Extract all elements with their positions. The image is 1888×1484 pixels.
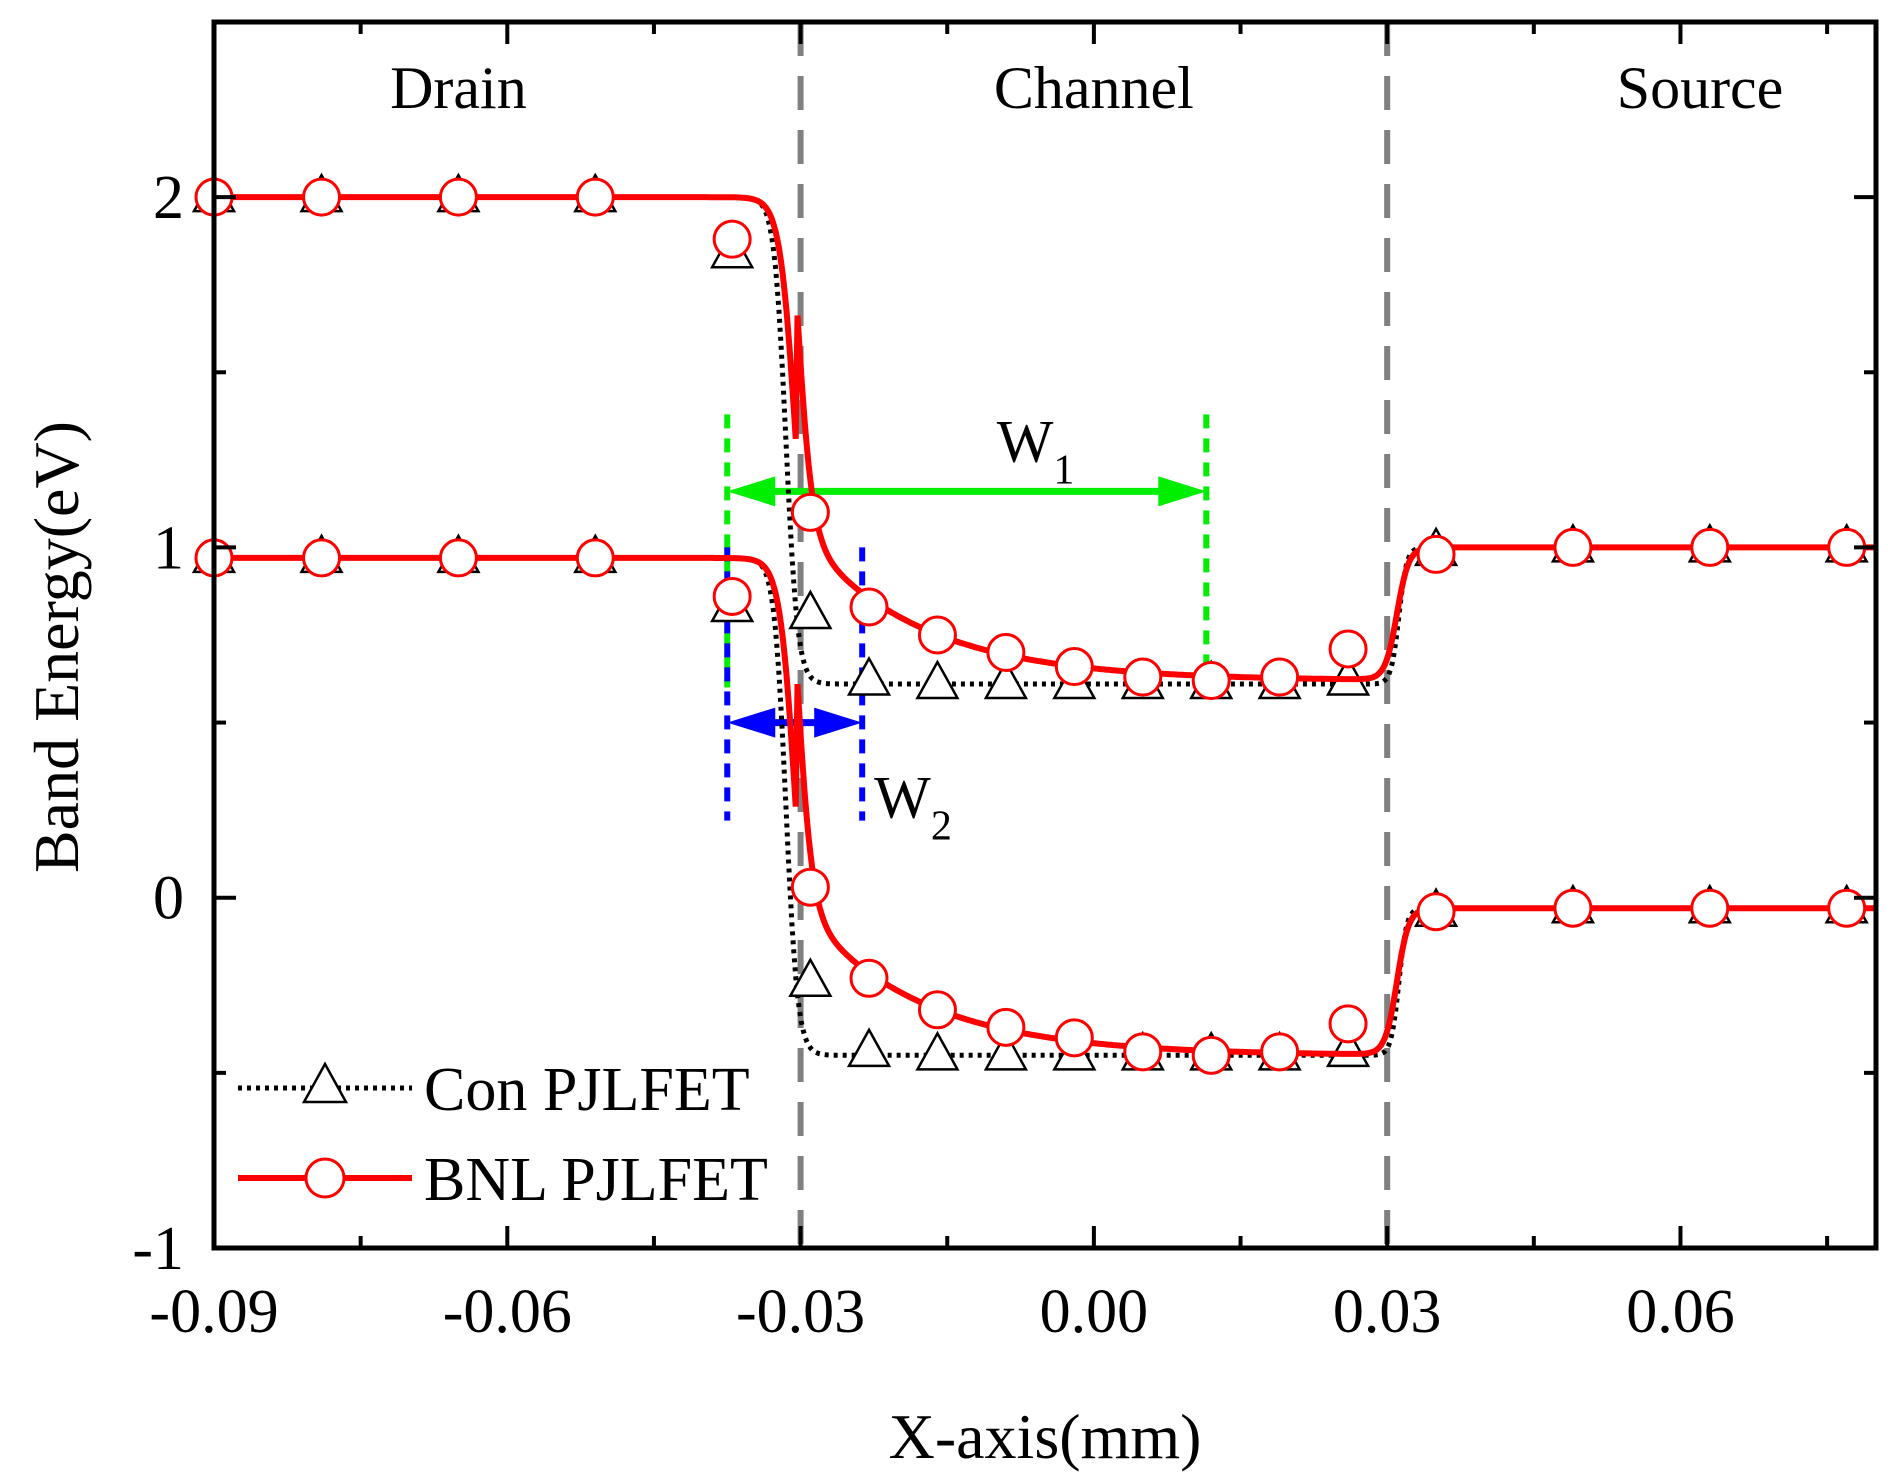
circle-marker	[1328, 629, 1368, 669]
circle-marker	[1553, 888, 1593, 928]
triangle-marker	[983, 659, 1029, 700]
circle-marker	[790, 867, 830, 907]
w2-arrowhead-right	[814, 707, 863, 738]
circle-marker	[1690, 527, 1730, 567]
triangle-marker	[915, 1030, 960, 1071]
circle-marker	[1191, 661, 1231, 701]
series-line-conduction	[214, 194, 1876, 683]
circle-marker	[302, 538, 342, 578]
circle-marker	[849, 958, 889, 998]
circle-marker	[1123, 657, 1163, 697]
series-bnl-pjlfet	[194, 177, 1876, 1075]
x-tick-label: -0.09	[149, 1278, 278, 1346]
w2-arrowhead-left	[727, 707, 776, 738]
region-label-drain: Drain	[390, 55, 527, 121]
x-tick-label: 0.06	[1626, 1278, 1735, 1346]
w2-label-subscript: 2	[931, 804, 952, 850]
legend-circle-marker	[304, 1157, 346, 1199]
circle-marker	[917, 990, 957, 1030]
x-axis-title: X-axis(mm)	[889, 1401, 1202, 1472]
circle-marker	[1260, 657, 1300, 697]
plot-frame	[211, 19, 1879, 1251]
circle-marker	[790, 492, 830, 532]
circle-marker	[438, 177, 478, 217]
triangle-marker	[788, 589, 833, 630]
circle-marker	[917, 615, 957, 655]
circle-marker	[1123, 1032, 1163, 1072]
circle-marker	[438, 538, 478, 578]
axis-ticks	[212, 20, 1876, 1250]
circle-marker	[1054, 647, 1094, 687]
circle-marker	[1328, 1004, 1368, 1044]
circle-marker	[1553, 527, 1593, 567]
y-tick-label: 2	[153, 164, 184, 232]
circle-marker	[1191, 1035, 1231, 1075]
circle-marker	[1260, 1032, 1300, 1072]
circle-marker	[575, 538, 615, 578]
triangle-marker	[846, 655, 892, 696]
circle-marker	[1690, 888, 1730, 928]
circle-marker	[1827, 888, 1867, 928]
series-line-conduction	[214, 194, 1876, 687]
x-tick-label: -0.06	[443, 1278, 572, 1346]
plot-frame-border	[211, 19, 1879, 1251]
legend-triangle-marker	[301, 1061, 349, 1104]
chart-text: -0.09 -0.06 -0.03 0.00 0.03 0.06 -1 0 1 2 X-axis(m…	[21, 55, 1783, 1472]
x-tick-label: -0.03	[736, 1278, 865, 1346]
circle-marker	[1054, 1018, 1094, 1058]
w1-label-subscript: 1	[1053, 447, 1074, 493]
x-tick-label: 0.00	[1040, 1278, 1149, 1346]
circle-marker	[849, 587, 889, 627]
triangle-marker	[846, 1027, 892, 1068]
series-line-valence	[214, 554, 1876, 1057]
data-series	[191, 172, 1876, 1075]
w1-arrowhead-left	[727, 476, 776, 507]
region-label-channel: Channel	[994, 55, 1194, 121]
region-label-source: Source	[1617, 55, 1784, 121]
legend: Con PJLFET BNL PJLFET	[238, 1056, 768, 1214]
w1-arrowhead-right	[1158, 476, 1207, 507]
y-tick-label: -1	[132, 1215, 184, 1283]
circle-marker	[712, 219, 752, 259]
y-tick-label: 0	[153, 865, 184, 933]
y-tick-label: 1	[153, 514, 184, 582]
triangle-marker	[788, 957, 833, 998]
circle-marker	[1416, 892, 1456, 932]
triangle-marker	[915, 659, 960, 700]
circle-marker	[1416, 534, 1456, 574]
y-axis-title: Band Energy(eV)	[21, 421, 92, 873]
circle-marker	[986, 1007, 1026, 1047]
circle-marker	[575, 177, 615, 217]
legend-label-1: BNL PJLFET	[424, 1146, 768, 1214]
circle-marker	[302, 177, 342, 217]
triangle-marker	[983, 1030, 1029, 1071]
legend-label-0: Con PJLFET	[424, 1056, 750, 1124]
x-tick-label: 0.03	[1333, 1278, 1442, 1346]
circle-marker	[712, 576, 752, 616]
circle-marker	[986, 633, 1026, 673]
